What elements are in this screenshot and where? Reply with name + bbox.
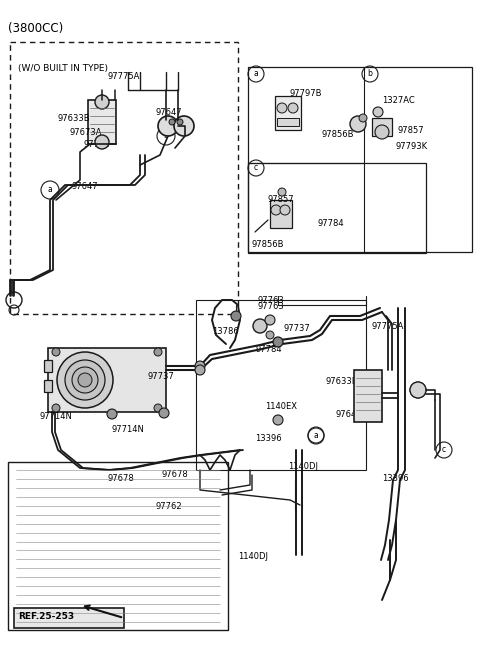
Text: 97775A: 97775A (108, 72, 140, 81)
Bar (275, 96, 301, 130)
Text: 97737: 97737 (284, 324, 311, 333)
Text: c: c (442, 445, 446, 454)
Bar (270, 200, 292, 228)
Circle shape (195, 365, 205, 375)
Text: 97647: 97647 (155, 108, 181, 117)
Circle shape (52, 348, 60, 356)
Text: 97775A: 97775A (372, 322, 404, 331)
Text: 97856B: 97856B (322, 130, 355, 139)
Text: 97714N: 97714N (40, 412, 73, 421)
Text: c: c (254, 163, 258, 172)
Text: a: a (253, 69, 258, 78)
Text: 1327AC: 1327AC (382, 96, 415, 105)
Circle shape (95, 95, 109, 109)
Text: 97857: 97857 (397, 126, 424, 135)
Text: 97762: 97762 (155, 502, 181, 511)
Text: 97784: 97784 (256, 345, 283, 354)
Circle shape (277, 103, 287, 113)
Text: 97633B: 97633B (325, 377, 358, 386)
Circle shape (158, 116, 178, 136)
Bar (372, 118, 392, 136)
Text: 97647: 97647 (72, 182, 98, 191)
Circle shape (78, 373, 92, 387)
Circle shape (57, 352, 113, 408)
Circle shape (195, 361, 205, 371)
Text: 97768: 97768 (84, 140, 111, 149)
Circle shape (359, 114, 367, 122)
Text: a: a (48, 185, 52, 195)
Circle shape (273, 337, 283, 347)
Text: 13396: 13396 (382, 474, 408, 483)
Text: 97633B: 97633B (58, 114, 91, 123)
Text: (W/O BUILT IN TYPE): (W/O BUILT IN TYPE) (18, 64, 108, 73)
Circle shape (95, 135, 109, 149)
Circle shape (373, 107, 383, 117)
Circle shape (271, 205, 281, 215)
Text: b: b (164, 131, 168, 140)
Text: 13396: 13396 (255, 434, 282, 443)
Bar (14, 608, 124, 628)
Circle shape (72, 367, 98, 393)
Text: 97784: 97784 (318, 219, 345, 228)
Circle shape (169, 119, 175, 125)
Text: 97678: 97678 (108, 474, 135, 483)
Circle shape (154, 404, 162, 412)
Bar (44, 360, 52, 372)
Circle shape (231, 311, 241, 321)
Circle shape (266, 331, 274, 339)
Text: 13786: 13786 (212, 327, 239, 336)
Circle shape (375, 125, 389, 139)
Text: 97647: 97647 (336, 410, 362, 419)
Text: 97797B: 97797B (290, 89, 323, 98)
Circle shape (280, 205, 290, 215)
Text: 97678: 97678 (162, 470, 189, 479)
Text: 97763: 97763 (258, 302, 285, 311)
Text: 97673A: 97673A (70, 128, 103, 137)
Bar (10, 42, 238, 314)
Text: 1140DJ: 1140DJ (238, 552, 268, 561)
Bar (8, 462, 228, 630)
Text: (3800CC): (3800CC) (8, 22, 63, 35)
Text: 1140DJ: 1140DJ (288, 462, 318, 471)
Text: 97793K: 97793K (395, 142, 427, 151)
Circle shape (177, 119, 183, 125)
Text: 97763: 97763 (258, 296, 285, 305)
Circle shape (278, 188, 286, 196)
Circle shape (253, 319, 267, 333)
Circle shape (288, 103, 298, 113)
Circle shape (350, 116, 366, 132)
Circle shape (65, 360, 105, 400)
Bar (248, 163, 426, 253)
Text: 97737: 97737 (148, 372, 175, 381)
Circle shape (107, 409, 117, 419)
Text: 1140EX: 1140EX (265, 402, 297, 411)
Bar (277, 118, 299, 126)
Text: 97714N: 97714N (112, 425, 145, 434)
Circle shape (410, 382, 426, 398)
Circle shape (273, 415, 283, 425)
Bar (44, 380, 52, 392)
Text: 97856B: 97856B (252, 240, 285, 249)
Bar (196, 300, 366, 470)
Circle shape (159, 408, 169, 418)
Text: 97714X: 97714X (80, 367, 112, 376)
Text: b: b (416, 385, 420, 394)
Text: REF.25-253: REF.25-253 (18, 612, 74, 621)
Circle shape (174, 116, 194, 136)
Text: a: a (313, 430, 318, 439)
Bar (88, 100, 116, 144)
Bar (354, 370, 382, 422)
Bar (248, 67, 472, 252)
Text: b: b (368, 69, 372, 78)
Text: 97857: 97857 (268, 195, 295, 204)
Circle shape (52, 404, 60, 412)
Circle shape (154, 348, 162, 356)
Circle shape (265, 315, 275, 325)
Bar (48, 348, 166, 412)
